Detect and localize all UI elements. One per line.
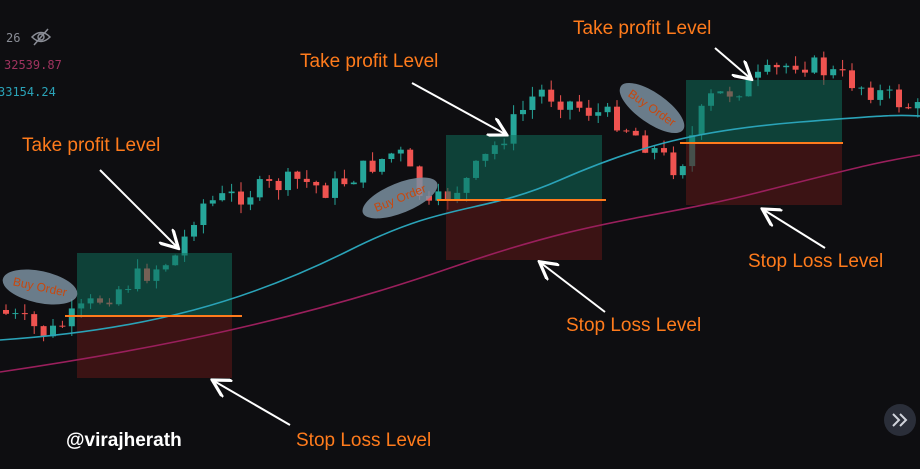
candle <box>388 153 395 160</box>
visibility-icon <box>30 28 52 46</box>
candle <box>529 96 536 110</box>
candle <box>905 107 912 109</box>
profit-zone <box>77 253 232 316</box>
ma-value: 32539.87 <box>4 58 62 72</box>
take-profit-label: Take profit Level <box>22 135 160 156</box>
stop-loss-label: Stop Loss Level <box>296 430 431 451</box>
loss-zone <box>77 316 232 378</box>
candle <box>238 191 244 205</box>
candle <box>369 160 376 172</box>
candle <box>332 178 338 198</box>
candle <box>50 325 56 337</box>
loss-zone <box>686 143 842 205</box>
candle <box>642 135 649 153</box>
candle <box>285 171 291 191</box>
candle <box>679 166 686 176</box>
candle <box>567 101 573 110</box>
ma-value: 33154.24 <box>0 85 56 99</box>
candle <box>21 313 28 315</box>
candle <box>830 69 837 76</box>
candle <box>811 57 818 73</box>
stop-loss-label: Stop Loss Level <box>566 315 701 336</box>
candle <box>200 203 207 226</box>
candle <box>839 69 846 71</box>
take-profit-label: Take profit Level <box>300 51 438 72</box>
moving-average <box>0 114 920 341</box>
candle <box>595 112 602 116</box>
candle <box>303 178 310 182</box>
candle <box>12 313 19 315</box>
arrows <box>99 47 826 426</box>
candle <box>379 159 385 172</box>
candle <box>585 107 592 116</box>
candle <box>40 326 47 337</box>
buy-order-badge: Buy Order <box>2 269 78 305</box>
candle <box>802 69 808 73</box>
candle <box>350 182 357 185</box>
candle <box>275 180 282 191</box>
candle <box>792 65 799 70</box>
candle <box>294 171 301 179</box>
candle <box>661 148 667 153</box>
candle <box>256 179 263 198</box>
candle <box>341 178 348 185</box>
candle <box>632 130 639 136</box>
candle <box>783 65 790 68</box>
candle <box>849 70 855 89</box>
candle <box>557 101 564 110</box>
candle <box>59 325 66 327</box>
candle <box>651 148 658 153</box>
watermark: @virajherath <box>66 430 182 451</box>
candle <box>604 106 611 113</box>
candle <box>247 197 254 205</box>
moving-average <box>0 154 920 373</box>
candle <box>914 102 920 109</box>
candle <box>322 185 329 198</box>
candle <box>867 87 874 100</box>
profit-zone <box>446 135 602 200</box>
candle <box>755 71 761 78</box>
candle <box>623 130 630 132</box>
candle <box>773 64 780 68</box>
candle <box>68 308 75 327</box>
candle <box>228 191 235 194</box>
candle <box>510 114 517 144</box>
candle <box>764 64 771 72</box>
take-profit-label: Take profit Level <box>573 18 711 39</box>
candle <box>538 89 545 97</box>
buy-order-badge: Buy Order <box>619 82 685 134</box>
candle <box>548 89 555 102</box>
candle <box>435 191 442 201</box>
candle <box>397 149 404 154</box>
candle <box>820 57 827 76</box>
candle <box>181 236 188 256</box>
candle <box>407 149 414 167</box>
candle <box>313 181 320 186</box>
candle <box>858 87 865 89</box>
candle <box>896 89 902 108</box>
scroll-button[interactable] <box>884 404 916 436</box>
indicator-length: 26 <box>6 31 20 45</box>
candle <box>360 160 367 183</box>
candle <box>31 314 38 327</box>
candle <box>877 90 884 100</box>
candle <box>520 109 526 115</box>
candle <box>209 200 216 204</box>
candle <box>219 193 226 201</box>
candle <box>614 106 620 131</box>
candle <box>670 152 677 176</box>
candle <box>3 310 9 314</box>
candle <box>191 225 197 237</box>
candle <box>576 101 583 108</box>
candle <box>886 89 893 91</box>
stop-loss-label: Stop Loss Level <box>748 251 883 272</box>
candle <box>266 179 273 181</box>
